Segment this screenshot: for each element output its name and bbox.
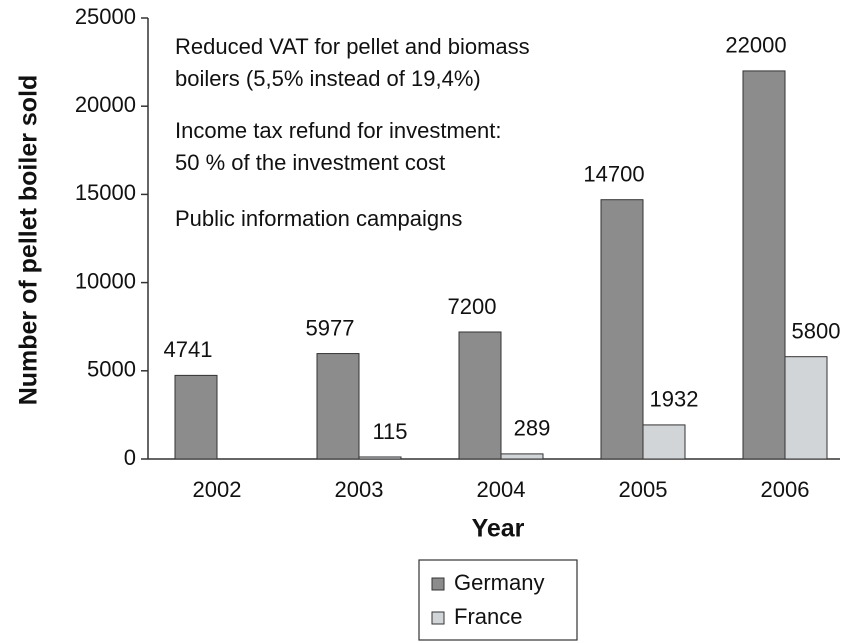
- annotation: Reduced VAT for pellet and biomass: [175, 34, 530, 59]
- legend-swatch: [431, 577, 445, 591]
- annotation: 50 % of the investment cost: [175, 150, 445, 175]
- value-label: 14700: [583, 162, 644, 187]
- y-tick-label: 15000: [75, 180, 136, 205]
- value-label: 5800: [792, 319, 841, 344]
- x-tick-label: 2002: [193, 477, 242, 502]
- x-tick-label: 2006: [761, 477, 810, 502]
- legend-swatch: [431, 611, 445, 625]
- bar: [358, 456, 402, 460]
- y-tick-label: 25000: [75, 4, 136, 29]
- bar: [742, 70, 786, 460]
- x-tick-label: 2005: [619, 477, 668, 502]
- y-tick-label: 20000: [75, 92, 136, 117]
- y-axis-label: Number of pellet boiler sold: [15, 75, 43, 406]
- value-label: 7200: [448, 294, 497, 319]
- x-tick-label: 2003: [335, 477, 384, 502]
- bar: [784, 356, 828, 460]
- bar: [458, 331, 502, 460]
- bar: [316, 353, 360, 460]
- legend-label: Germany: [454, 570, 544, 595]
- value-label: 1932: [650, 387, 699, 412]
- y-tick-label: 0: [124, 445, 136, 470]
- value-label: 22000: [725, 33, 786, 58]
- legend-box: [418, 559, 578, 641]
- y-tick-label: 10000: [75, 268, 136, 293]
- bar: [600, 199, 644, 460]
- bar: [642, 424, 686, 460]
- annotation: Public information campaigns: [175, 206, 462, 231]
- value-label: 289: [514, 416, 551, 441]
- value-label: 4741: [164, 337, 213, 362]
- annotation: boilers (5,5% instead of 19,4%): [175, 66, 481, 91]
- x-axis-label: Year: [472, 515, 525, 543]
- y-tick-label: 5000: [87, 357, 136, 382]
- bar: [500, 453, 544, 460]
- annotation: Income tax refund for investment:: [175, 118, 502, 143]
- legend-label: France: [454, 604, 522, 629]
- value-label: 115: [372, 419, 407, 444]
- value-label: 5977: [306, 315, 355, 340]
- x-tick-label: 2004: [477, 477, 526, 502]
- bar: [174, 374, 218, 460]
